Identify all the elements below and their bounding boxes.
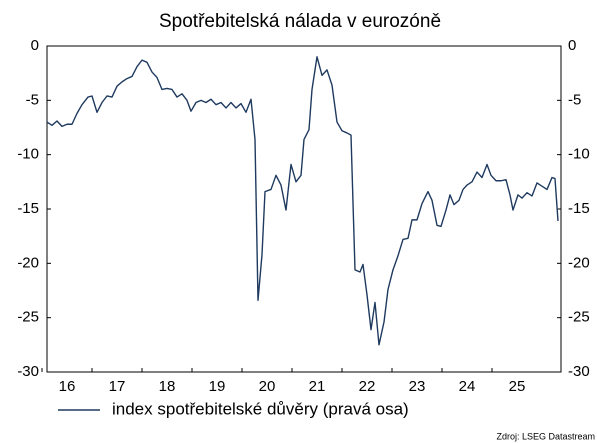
y2-tick-label: -5 xyxy=(568,91,581,108)
x-tick-label: 22 xyxy=(359,378,376,395)
y-tick-label: -20 xyxy=(17,254,39,271)
x-tick-label: 19 xyxy=(209,378,226,395)
x-tick-label: 17 xyxy=(109,378,126,395)
x-tick-label: 24 xyxy=(459,378,476,395)
x-tick-label: 20 xyxy=(259,378,276,395)
legend-label: index spotřebitelské důvěry (pravá osa) xyxy=(112,399,409,418)
chart-title: Spotřebitelská nálada v eurozóně xyxy=(159,11,441,32)
x-tick-label: 18 xyxy=(159,378,176,395)
y2-tick-label: -10 xyxy=(568,146,590,163)
x-tick-label: 25 xyxy=(509,378,526,395)
y-tick-label: -10 xyxy=(17,146,39,163)
y-tick-label: -5 xyxy=(26,91,39,108)
y2-tick-label: -30 xyxy=(568,363,590,380)
y-tick-label: -30 xyxy=(17,363,39,380)
y-tick-label: -25 xyxy=(17,309,39,326)
data-line xyxy=(46,56,559,346)
y2-tick-label: 0 xyxy=(568,37,576,54)
y-tick-label: -15 xyxy=(17,200,39,217)
source-note: Zdroj: LSEG Datastream xyxy=(496,431,595,441)
y2-tick-label: -15 xyxy=(568,200,590,217)
y2-tick-label: -25 xyxy=(568,309,590,326)
x-tick-label: 21 xyxy=(309,378,326,395)
x-tick-label: 23 xyxy=(409,378,426,395)
y2-tick-label: -20 xyxy=(568,254,590,271)
y-tick-label: 0 xyxy=(31,37,39,54)
x-tick-label: 16 xyxy=(59,378,76,395)
